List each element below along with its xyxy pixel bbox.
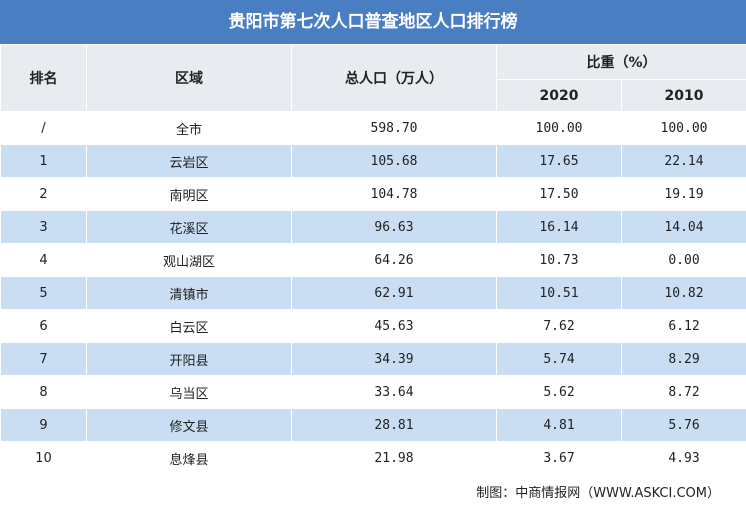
rank-cell: 4: [0, 243, 87, 277]
rank-cell: 1: [0, 144, 87, 178]
population-cell: 105.68: [291, 144, 497, 178]
table-row: 6 白云区 45.63 7.62 6.12: [0, 309, 746, 343]
share-2010-cell: 8.72: [621, 375, 746, 409]
header-year-2020: 2020: [496, 79, 622, 112]
share-2020-cell: 10.73: [496, 243, 622, 277]
rank-cell: 10: [0, 441, 87, 475]
region-cell: 息烽县: [86, 441, 292, 475]
population-cell: 28.81: [291, 408, 497, 442]
header-rank: 排名: [0, 44, 87, 112]
header-share: 比重（%）: [496, 44, 746, 80]
table-row: 10 息烽县 21.98 3.67 4.93: [0, 441, 746, 475]
region-cell: 乌当区: [86, 375, 292, 409]
share-2020-cell: 4.81: [496, 408, 622, 442]
share-2010-cell: 14.04: [621, 210, 746, 244]
region-cell: 花溪区: [86, 210, 292, 244]
share-2010-cell: 10.82: [621, 276, 746, 310]
rank-cell: /: [0, 111, 87, 145]
table-row: 8 乌当区 33.64 5.62 8.72: [0, 375, 746, 409]
share-2020-cell: 17.65: [496, 144, 622, 178]
share-2020-cell: 100.00: [496, 111, 622, 145]
share-2010-cell: 8.29: [621, 342, 746, 376]
share-2020-cell: 7.62: [496, 309, 622, 343]
population-cell: 34.39: [291, 342, 497, 376]
region-cell: 修文县: [86, 408, 292, 442]
share-2020-cell: 10.51: [496, 276, 622, 310]
rank-cell: 6: [0, 309, 87, 343]
table-row: 5 清镇市 62.91 10.51 10.82: [0, 276, 746, 310]
share-2020-cell: 17.50: [496, 177, 622, 211]
header-population: 总人口（万人）: [291, 44, 497, 112]
region-cell: 云岩区: [86, 144, 292, 178]
share-2010-cell: 19.19: [621, 177, 746, 211]
rank-cell: 3: [0, 210, 87, 244]
region-cell: 开阳县: [86, 342, 292, 376]
region-cell: 观山湖区: [86, 243, 292, 277]
population-cell: 62.91: [291, 276, 497, 310]
table-row: 4 观山湖区 64.26 10.73 0.00: [0, 243, 746, 277]
rank-cell: 7: [0, 342, 87, 376]
share-2010-cell: 0.00: [621, 243, 746, 277]
table-row: 9 修文县 28.81 4.81 5.76: [0, 408, 746, 442]
rank-cell: 2: [0, 177, 87, 211]
share-2010-cell: 5.76: [621, 408, 746, 442]
header-region: 区域: [86, 44, 292, 112]
population-table: 排名 区域 总人口（万人） 比重（%） 2020 2010 /全市 598.70 1…: [0, 44, 746, 475]
share-2010-cell: 22.14: [621, 144, 746, 178]
population-cell: 104.78: [291, 177, 497, 211]
population-cell: 21.98: [291, 441, 497, 475]
share-2020-cell: 5.62: [496, 375, 622, 409]
share-2010-cell: 6.12: [621, 309, 746, 343]
rank-cell: 9: [0, 408, 87, 442]
table-row: 3 花溪区 96.63 16.14 14.04: [0, 210, 746, 244]
table-row: 1 云岩区 105.68 17.65 22.14: [0, 144, 746, 178]
region-cell: 清镇市: [86, 276, 292, 310]
share-2020-cell: 16.14: [496, 210, 622, 244]
table-row: 2 南明区 104.78 17.50 19.19: [0, 177, 746, 211]
population-cell: 96.63: [291, 210, 497, 244]
table-body: / 全市 598.70 100.00 100.00 1 云岩区 105.68 17.65 22.1…: [0, 111, 746, 475]
population-cell: 64.26: [291, 243, 497, 277]
share-2020-cell: 3.67: [496, 441, 622, 475]
population-cell: 33.64: [291, 375, 497, 409]
table-row: 7 开阳县 34.39 5.74 8.29: [0, 342, 746, 376]
page-title: 贵阳市第七次人口普查地区人口排行榜: [0, 0, 746, 44]
share-2010-cell: 100.00: [621, 111, 746, 145]
share-2010-cell: 4.93: [621, 441, 746, 475]
region-cell: 全市: [86, 111, 292, 145]
region-cell: 白云区: [86, 309, 292, 343]
share-2020-cell: 5.74: [496, 342, 622, 376]
population-cell: 45.63: [291, 309, 497, 343]
region-cell: 南明区: [86, 177, 292, 211]
rank-cell: 8: [0, 375, 87, 409]
table-row: / 全市 598.70 100.00 100.00: [0, 111, 746, 145]
population-cell: 598.70: [291, 111, 497, 145]
rank-cell: 5: [0, 276, 87, 310]
source-footer: 制图：中商情报网（WWW.ASKCI.COM）: [476, 486, 720, 501]
header-year-2010: 2010: [621, 79, 746, 112]
